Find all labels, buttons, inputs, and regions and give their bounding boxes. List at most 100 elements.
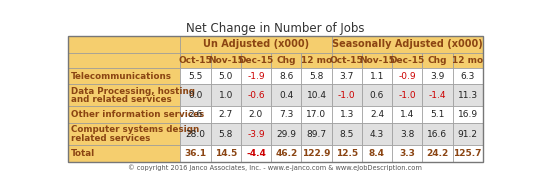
Text: -3.9: -3.9 (247, 130, 265, 139)
Text: Total: Total (71, 149, 96, 158)
Text: © copyright 2016 Janco Associates, Inc. - www.e-janco.com & www.eJobDescription.: © copyright 2016 Janco Associates, Inc. … (128, 164, 422, 171)
Text: 2.6: 2.6 (188, 110, 202, 119)
Bar (453, 123, 483, 145)
Bar (453, 53, 483, 68)
Bar (68, 145, 180, 162)
Text: 11.3: 11.3 (458, 91, 478, 100)
Text: 28.0: 28.0 (185, 130, 206, 139)
Text: 91.2: 91.2 (458, 130, 478, 139)
Text: 6.3: 6.3 (461, 72, 475, 80)
Text: -0.9: -0.9 (398, 72, 416, 80)
Text: 14.5: 14.5 (215, 149, 237, 158)
Text: -1.0: -1.0 (398, 91, 416, 100)
Text: 2.4: 2.4 (370, 110, 384, 119)
Bar (332, 123, 362, 145)
Bar (241, 145, 271, 162)
Text: Data Processing, hosting: Data Processing, hosting (71, 87, 195, 96)
Bar (241, 68, 271, 84)
Text: 17.0: 17.0 (307, 110, 326, 119)
Text: and related services: and related services (71, 95, 172, 104)
Bar (211, 145, 241, 162)
Text: 125.7: 125.7 (454, 149, 482, 158)
Bar (301, 106, 332, 123)
Text: 8.5: 8.5 (339, 130, 354, 139)
Text: 12 mo: 12 mo (301, 56, 332, 65)
Bar (362, 68, 392, 84)
Text: 0.0: 0.0 (188, 91, 202, 100)
Bar (423, 106, 453, 123)
Text: Chg: Chg (277, 56, 296, 65)
Text: Dec-15: Dec-15 (390, 56, 425, 65)
Bar (453, 106, 483, 123)
Bar (332, 84, 362, 106)
Bar (271, 145, 301, 162)
Text: 16.9: 16.9 (458, 110, 478, 119)
Bar (362, 84, 392, 106)
Bar (211, 84, 241, 106)
Text: 1.0: 1.0 (219, 91, 233, 100)
Bar (392, 53, 423, 68)
Bar (180, 53, 211, 68)
Bar (423, 53, 453, 68)
Bar (271, 84, 301, 106)
Bar (68, 84, 180, 106)
Bar (453, 68, 483, 84)
Text: Nov-15: Nov-15 (359, 56, 395, 65)
Bar (211, 123, 241, 145)
Bar (392, 145, 423, 162)
Text: Oct-15: Oct-15 (179, 56, 212, 65)
Bar (241, 123, 271, 145)
Bar (423, 145, 453, 162)
Bar (180, 36, 332, 53)
Bar (332, 36, 483, 53)
Text: 89.7: 89.7 (307, 130, 326, 139)
Text: 3.8: 3.8 (400, 130, 415, 139)
Text: 3.7: 3.7 (339, 72, 354, 80)
Text: 12 mo: 12 mo (452, 56, 483, 65)
Bar (332, 106, 362, 123)
Bar (301, 84, 332, 106)
Bar (68, 123, 180, 145)
Text: Dec-15: Dec-15 (238, 56, 273, 65)
Bar (271, 53, 301, 68)
Text: 2.0: 2.0 (249, 110, 263, 119)
Text: 3.3: 3.3 (400, 149, 415, 158)
Bar (68, 68, 180, 84)
Bar (392, 68, 423, 84)
Bar (68, 106, 180, 123)
Text: 36.1: 36.1 (184, 149, 207, 158)
Text: -1.0: -1.0 (338, 91, 355, 100)
Bar (453, 84, 483, 106)
Text: -4.4: -4.4 (246, 149, 266, 158)
Text: related services: related services (71, 134, 151, 143)
Bar (180, 145, 211, 162)
Text: -1.9: -1.9 (247, 72, 265, 80)
Bar (211, 68, 241, 84)
Bar (68, 53, 180, 68)
Bar (362, 53, 392, 68)
Text: Un Adjusted (x000): Un Adjusted (x000) (203, 39, 309, 49)
Text: 8.4: 8.4 (369, 149, 385, 158)
Text: 4.3: 4.3 (370, 130, 384, 139)
Bar (211, 53, 241, 68)
Text: Nov-15: Nov-15 (208, 56, 244, 65)
Text: 3.9: 3.9 (430, 72, 445, 80)
Text: 1.1: 1.1 (370, 72, 384, 80)
Bar (332, 145, 362, 162)
Text: 24.2: 24.2 (426, 149, 448, 158)
Bar (332, 68, 362, 84)
Text: 46.2: 46.2 (275, 149, 297, 158)
Text: Oct-15: Oct-15 (330, 56, 364, 65)
Bar (301, 145, 332, 162)
Bar (332, 53, 362, 68)
Bar (362, 145, 392, 162)
Text: Telecommunications: Telecommunications (71, 72, 172, 80)
Text: 29.9: 29.9 (276, 130, 296, 139)
Text: -1.4: -1.4 (429, 91, 446, 100)
Bar (180, 68, 211, 84)
Text: 0.6: 0.6 (370, 91, 384, 100)
Bar (271, 123, 301, 145)
Bar (180, 84, 211, 106)
Text: 5.5: 5.5 (188, 72, 202, 80)
Text: 7.3: 7.3 (279, 110, 293, 119)
